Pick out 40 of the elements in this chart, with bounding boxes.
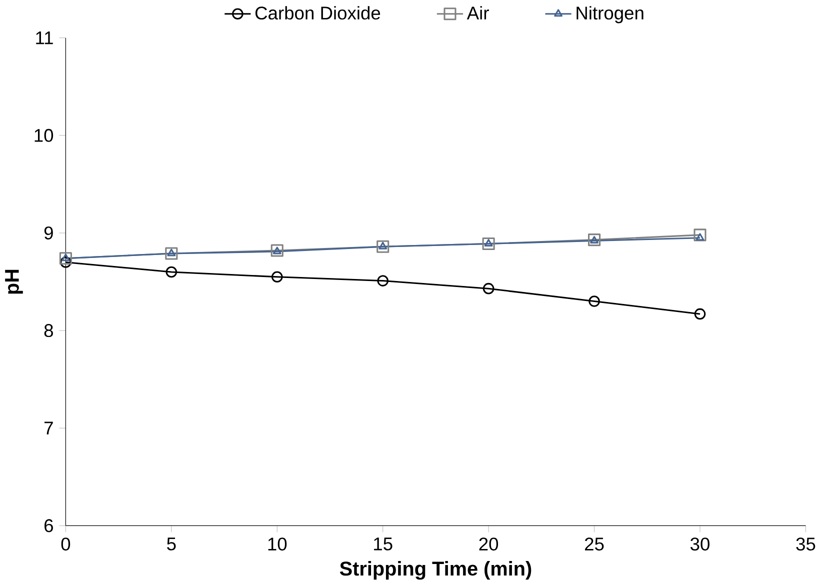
point — [167, 248, 176, 256]
legend-label: Nitrogen — [576, 6, 644, 24]
point — [59, 252, 72, 265]
point — [61, 254, 70, 262]
y-tick-label: 10 — [34, 129, 54, 142]
x-tick-label: 20 — [479, 538, 498, 551]
x-tick-label: 5 — [167, 538, 176, 550]
x-tick-label: 0 — [61, 538, 70, 551]
point — [166, 266, 178, 278]
point — [696, 233, 704, 241]
point — [165, 247, 178, 260]
point — [694, 308, 706, 320]
point — [588, 234, 601, 246]
x-tick-label: 15 — [374, 538, 392, 550]
y-tick-label: 9 — [44, 226, 53, 240]
point — [484, 239, 493, 247]
point — [376, 240, 390, 254]
y-tick-label: 8 — [44, 324, 53, 338]
point — [377, 275, 388, 287]
y-tick-label: 7 — [44, 422, 53, 435]
y-tick-label: 11 — [36, 32, 53, 44]
x-axis-title: Stripping Time (min) — [340, 561, 532, 580]
point — [588, 296, 600, 308]
point — [378, 242, 388, 250]
point — [60, 256, 72, 268]
point — [482, 238, 495, 250]
point — [272, 246, 282, 254]
y-tick-label: 6 — [44, 519, 53, 532]
legend-label: Carbon Dioxide — [255, 6, 380, 20]
x-tick-label: 25 — [584, 538, 604, 551]
y-axis-title: pH — [5, 270, 23, 294]
point — [271, 271, 283, 283]
point — [590, 236, 598, 244]
point — [694, 228, 706, 242]
legend-label: Air — [466, 6, 489, 20]
x-tick-label: 30 — [690, 538, 710, 551]
point — [270, 244, 284, 257]
x-tick-label: 35 — [796, 538, 816, 551]
x-tick-label: 10 — [268, 538, 287, 551]
point — [482, 283, 494, 294]
